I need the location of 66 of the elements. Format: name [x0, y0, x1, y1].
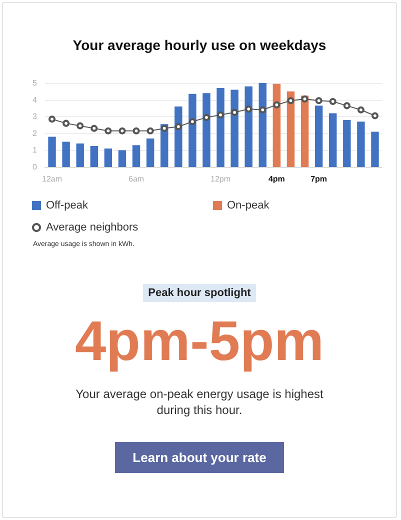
x-tick-label: 4pm: [268, 174, 285, 184]
bar: [174, 106, 182, 167]
point: [259, 106, 266, 114]
point: [174, 123, 182, 130]
y-tick-label: 3: [32, 112, 38, 122]
bar: [76, 143, 84, 167]
x-tick-label: 7pm: [310, 174, 328, 184]
point: [315, 97, 322, 104]
bar: [300, 96, 309, 167]
legend-label: Off-peak: [46, 200, 88, 212]
point: [231, 108, 238, 116]
bar: [272, 84, 281, 167]
bar: [328, 113, 337, 167]
y-tick-label: 4: [32, 95, 38, 104]
text: Learn about your rate: [114, 442, 284, 473]
point: [329, 98, 336, 105]
point: [371, 112, 378, 120]
bar: [258, 83, 267, 167]
point: [343, 102, 350, 110]
bar: [230, 90, 238, 167]
x-tick-label: 12pm: [210, 174, 231, 184]
bar: [118, 150, 126, 167]
point: [273, 101, 280, 108]
bar: [216, 88, 224, 167]
bar: [314, 106, 323, 167]
legend-label: On-peak: [227, 200, 270, 212]
bar: [357, 122, 365, 167]
bar: [188, 94, 196, 167]
x-tick-label: 12am: [42, 174, 62, 184]
text: Your average on-peak energy usage is highest during this hour.: [74, 386, 324, 418]
point: [287, 97, 294, 104]
bar: [202, 93, 210, 167]
point: [245, 106, 252, 113]
point: [76, 122, 84, 130]
bar: [244, 86, 252, 167]
point: [146, 127, 154, 134]
point: [160, 124, 168, 132]
point: [62, 120, 70, 127]
bar: [48, 136, 56, 167]
x-tick-label: 6am: [128, 174, 144, 184]
point: [301, 95, 308, 102]
text: 4pm-5pm: [74, 308, 325, 374]
bar: [371, 132, 379, 167]
y-tick-label: 5: [32, 78, 38, 88]
text: Peak hour spotlight: [143, 284, 256, 302]
point: [357, 106, 364, 114]
bar: [286, 91, 295, 167]
bar: [146, 138, 154, 167]
y-tick-label: 0: [32, 162, 38, 172]
y-tick-label: 2: [32, 128, 38, 138]
point: [202, 114, 210, 121]
bar: [62, 142, 70, 167]
point: [132, 127, 140, 134]
legend-label: Average neighbors: [46, 222, 139, 234]
chart-title: Your average hourly use on weekdays: [72, 37, 326, 53]
y-tick-label: 1: [32, 146, 38, 155]
bar: [343, 120, 351, 167]
point: [118, 127, 126, 134]
point: [217, 111, 224, 118]
point: [48, 116, 56, 123]
bar: [104, 148, 112, 167]
point: [90, 124, 98, 132]
bar: [132, 145, 140, 167]
bar: [90, 146, 98, 167]
point: [188, 118, 196, 126]
point: [104, 127, 112, 134]
